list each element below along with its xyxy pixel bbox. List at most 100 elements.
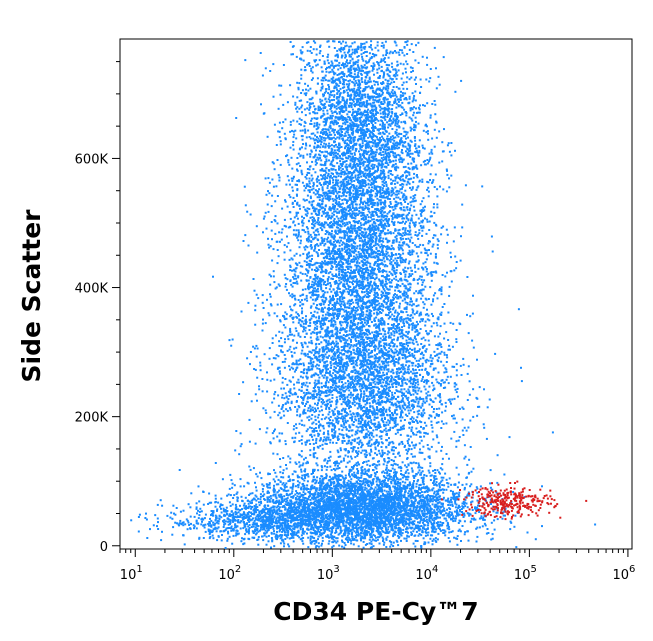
event-dot xyxy=(354,220,357,223)
event-dot xyxy=(414,266,416,269)
event-dot xyxy=(352,75,355,78)
event-dot xyxy=(316,136,318,138)
event-dot xyxy=(371,141,374,144)
event-dot xyxy=(336,232,339,235)
event-dot xyxy=(377,166,380,169)
event-dot xyxy=(335,215,338,218)
event-dot xyxy=(316,139,319,142)
event-dot xyxy=(326,66,328,69)
event-dot xyxy=(363,167,366,170)
event-dot xyxy=(316,112,319,115)
event-dot xyxy=(368,59,371,61)
event-dot xyxy=(307,89,310,92)
event-dot xyxy=(323,223,326,226)
event-dot xyxy=(348,118,351,121)
event-dot xyxy=(327,368,329,371)
event-dot xyxy=(382,219,385,222)
event-dot xyxy=(291,179,294,182)
event-dot xyxy=(380,222,383,224)
event-dot xyxy=(379,139,382,142)
event-dot xyxy=(324,118,327,121)
event-dot xyxy=(317,290,320,293)
event-dot xyxy=(326,211,329,214)
event-dot xyxy=(335,226,338,229)
event-dot xyxy=(349,189,351,192)
event-dot xyxy=(331,103,334,106)
event-dot xyxy=(302,154,305,157)
event-dot xyxy=(374,96,377,99)
event-dot xyxy=(294,224,297,227)
event-dot xyxy=(415,299,418,302)
event-dot xyxy=(361,284,364,287)
event-dot xyxy=(332,205,335,208)
event-dot xyxy=(296,81,299,84)
event-dot xyxy=(373,108,376,111)
event-dot xyxy=(329,209,332,212)
event-dot xyxy=(329,70,332,73)
event-dot xyxy=(350,104,353,107)
event-dot xyxy=(297,162,300,165)
event-dot xyxy=(344,382,347,385)
event-dot xyxy=(365,248,368,251)
event-dot xyxy=(372,98,375,101)
event-dot xyxy=(344,426,347,429)
event-dot xyxy=(349,285,352,288)
event-dot xyxy=(273,168,276,171)
event-dot xyxy=(376,95,379,98)
event-dot xyxy=(405,174,408,177)
event-dot xyxy=(356,301,359,304)
event-dot xyxy=(327,128,330,131)
event-dot xyxy=(386,140,389,143)
event-dot xyxy=(334,239,337,242)
event-dot xyxy=(376,287,379,289)
event-dot xyxy=(383,100,386,102)
event-dot xyxy=(319,243,322,246)
event-dot xyxy=(423,104,426,107)
event-dot xyxy=(331,114,334,117)
event-dot xyxy=(391,65,394,68)
event-dot xyxy=(373,171,376,174)
event-dot xyxy=(447,142,450,145)
event-dot xyxy=(411,157,414,160)
event-dot xyxy=(291,167,294,170)
event-dot xyxy=(318,52,321,55)
event-dot xyxy=(320,159,323,162)
event-dot xyxy=(443,303,446,305)
event-dot xyxy=(292,233,295,236)
event-dot xyxy=(337,106,340,109)
event-dot xyxy=(354,264,357,267)
event-dot xyxy=(347,136,350,139)
event-dot xyxy=(374,145,377,148)
event-dot xyxy=(244,204,247,207)
event-dot xyxy=(412,111,415,114)
event-dot xyxy=(403,180,406,183)
event-dot xyxy=(352,130,355,133)
event-dot xyxy=(415,166,418,169)
event-dot xyxy=(415,260,418,263)
event-dot xyxy=(426,162,429,165)
event-dot xyxy=(378,270,381,273)
event-dot xyxy=(338,196,340,199)
event-dot xyxy=(416,167,419,170)
event-dot xyxy=(322,120,325,123)
event-dot xyxy=(353,97,356,100)
event-dot xyxy=(336,152,339,155)
event-dot xyxy=(387,146,390,149)
event-dot xyxy=(301,138,304,141)
event-dot xyxy=(329,195,332,198)
event-dot xyxy=(342,270,345,273)
event-dot xyxy=(316,141,319,143)
event-dot xyxy=(326,252,329,255)
event-dot xyxy=(345,195,348,198)
event-dot xyxy=(382,46,385,49)
event-dot xyxy=(335,260,338,263)
event-dot xyxy=(399,207,402,210)
event-dot xyxy=(307,288,310,291)
event-dot xyxy=(331,273,334,276)
event-dot xyxy=(365,106,368,108)
event-dot xyxy=(298,246,301,249)
event-dot xyxy=(332,40,335,43)
event-dot xyxy=(349,165,352,168)
event-dot xyxy=(436,195,439,198)
event-dot xyxy=(357,181,359,184)
